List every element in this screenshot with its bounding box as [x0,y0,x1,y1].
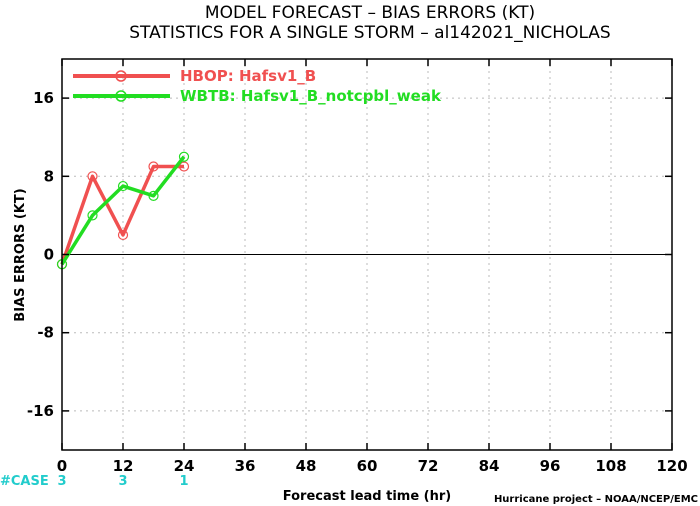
series-point-0 [117,229,129,241]
x-axis-label: Forecast lead time (hr) [283,489,451,504]
legend-label-0: HBOP: Hafsv1_B [180,67,316,85]
case-count: 3 [118,474,127,489]
y-tick-label: 0 [44,246,54,264]
series-line-0 [60,164,184,265]
y-tick-label: -8 [37,324,54,342]
x-tick-label: 60 [357,457,378,475]
series-point-1 [117,180,129,192]
x-tick-label: 96 [540,457,561,475]
x-tick-label: 36 [235,457,256,475]
case-count: 3 [57,474,66,489]
legend-marker-1 [115,90,127,102]
series-point-1 [178,151,190,162]
x-tick-label: 48 [296,457,317,475]
series-point-1 [87,210,98,221]
x-tick-label: 120 [656,457,687,475]
series-point-0 [87,171,98,182]
legend: HBOP: Hafsv1_B WBTB: Hafsv1_B_notcpbl_wea… [73,67,442,105]
series-point-0 [148,161,159,172]
chart-title-line1: MODEL FORECAST – BIAS ERRORS (KT) [205,3,535,23]
case-counts: 3 3 1 [57,474,188,489]
y-tick-label: -16 [27,402,54,420]
x-axis-ticks: 0 12 24 36 48 60 72 84 96 108 120 [57,59,688,475]
case-count: 1 [179,474,188,489]
x-tick-label: 84 [479,457,500,475]
legend-marker-0 [115,70,127,82]
x-tick-label: 0 [57,457,67,475]
x-tick-label: 108 [595,457,626,475]
y-axis-ticks: 16 8 0 -8 -16 [27,89,672,420]
grid-lines [62,59,672,450]
chart-title-line2: STATISTICS FOR A SINGLE STORM – al142021… [129,23,610,43]
y-tick-label: 8 [44,167,54,185]
footer-credit: Hurricane project – NOAA/NCEP/EMC [494,494,698,505]
x-tick-label: 24 [174,457,195,475]
legend-label-1: WBTB: Hafsv1_B_notcpbl_weak [180,87,442,105]
y-axis-label: BIAS ERRORS (KT) [13,188,28,321]
series-line-1 [60,155,186,266]
x-tick-label: 72 [418,457,439,475]
series-point-0 [178,161,190,172]
case-label: #CASE [0,474,49,489]
y-tick-label: 16 [33,89,54,107]
series-point-1 [148,190,159,201]
x-tick-label: 12 [113,457,134,475]
